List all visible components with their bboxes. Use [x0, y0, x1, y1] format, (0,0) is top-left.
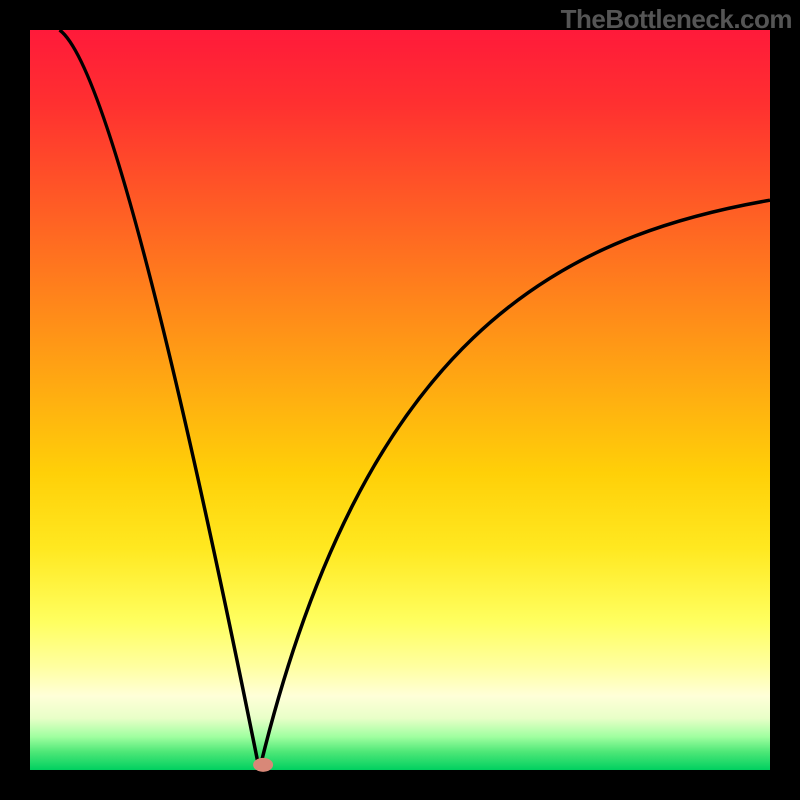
- bottleneck-chart: [0, 0, 800, 800]
- plot-area: [30, 30, 770, 770]
- watermark-text: TheBottleneck.com: [561, 4, 792, 35]
- chart-container: TheBottleneck.com: [0, 0, 800, 800]
- optimal-point-marker: [253, 758, 273, 772]
